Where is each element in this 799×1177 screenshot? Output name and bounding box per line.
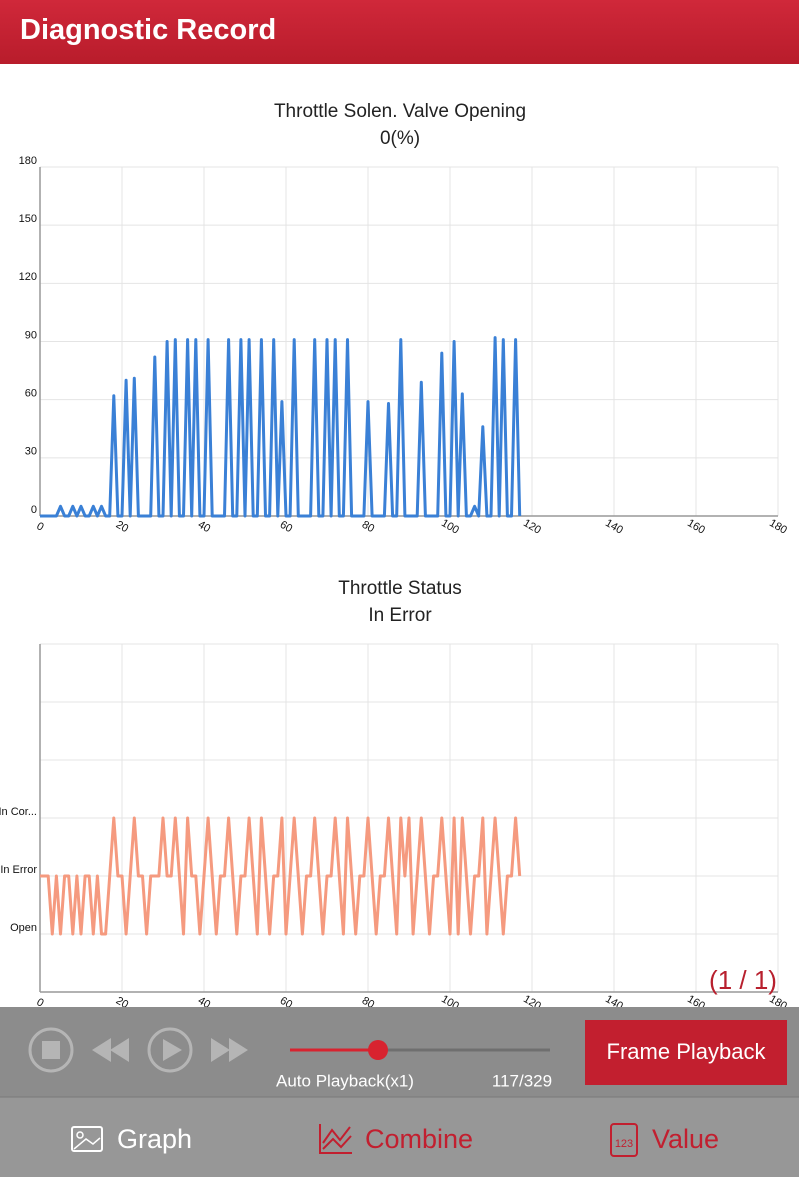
y-tick-label: 120 (19, 271, 37, 283)
y-tick-label: In Cor... (0, 806, 37, 818)
data-line (40, 336, 522, 518)
chart-subtitle: 0(%) (380, 128, 420, 149)
y-tick-label: 60 (25, 388, 37, 400)
speed-label[interactable]: Auto Playback(x1) (276, 1071, 414, 1090)
value-tab[interactable]: 123 Value (610, 1123, 719, 1157)
x-tick-label: 100 (439, 517, 461, 537)
tab-label[interactable]: Graph (117, 1124, 192, 1154)
tab-label[interactable]: Value (652, 1124, 719, 1154)
x-tick-label: 40 (196, 519, 213, 536)
page-indicator: (1 / 1) (709, 965, 777, 995)
chart-title: Throttle Solen. Valve Opening (274, 101, 526, 122)
x-tick-label: 120 (521, 517, 543, 537)
play-button[interactable] (147, 1027, 193, 1073)
x-tick-label: 60 (278, 519, 295, 536)
x-tick-label: 0 (34, 996, 45, 1009)
y-tick-label: 0 (31, 504, 37, 516)
y-tick-label: In Error (0, 864, 37, 876)
chart-layer: Throttle Solen. Valve Opening 0(%) 0 30 60 90… (0, 101, 789, 1013)
stop-button[interactable] (28, 1027, 74, 1073)
tab-label[interactable]: Combine (365, 1124, 473, 1154)
frame-playback-label[interactable]: Frame Playback (607, 1039, 767, 1064)
data-line (40, 816, 522, 936)
x-tick-label: 0 (34, 520, 45, 533)
header: Diagnostic Record (0, 0, 799, 64)
chart-subtitle: In Error (368, 605, 432, 626)
rewind-button[interactable] (92, 1038, 129, 1062)
chart-title: Throttle Status (338, 578, 462, 599)
x-tick-label: 140 (603, 517, 625, 537)
forward-button[interactable] (211, 1038, 248, 1062)
y-tick-label: Open (10, 922, 37, 934)
header-title: Diagnostic Record (20, 14, 277, 46)
tab-icon-text: 123 (615, 1138, 633, 1150)
x-tick-label: 20 (114, 519, 131, 536)
x-tick-label: 80 (360, 519, 377, 536)
x-tick-label: 160 (685, 517, 707, 537)
combine-tab[interactable]: Combine (319, 1124, 473, 1154)
tab-bar (0, 1097, 799, 1177)
graph-tab[interactable]: Graph (71, 1124, 192, 1154)
y-tick-label: 150 (19, 213, 37, 225)
frame-playback-button[interactable] (585, 1020, 787, 1085)
position-label: 117/329 (492, 1071, 552, 1090)
slider-knob[interactable] (368, 1040, 388, 1060)
y-tick-label: 180 (19, 155, 37, 167)
y-tick-label: 30 (25, 446, 37, 458)
x-tick-label: 180 (767, 517, 789, 537)
y-tick-label: 90 (25, 329, 37, 341)
